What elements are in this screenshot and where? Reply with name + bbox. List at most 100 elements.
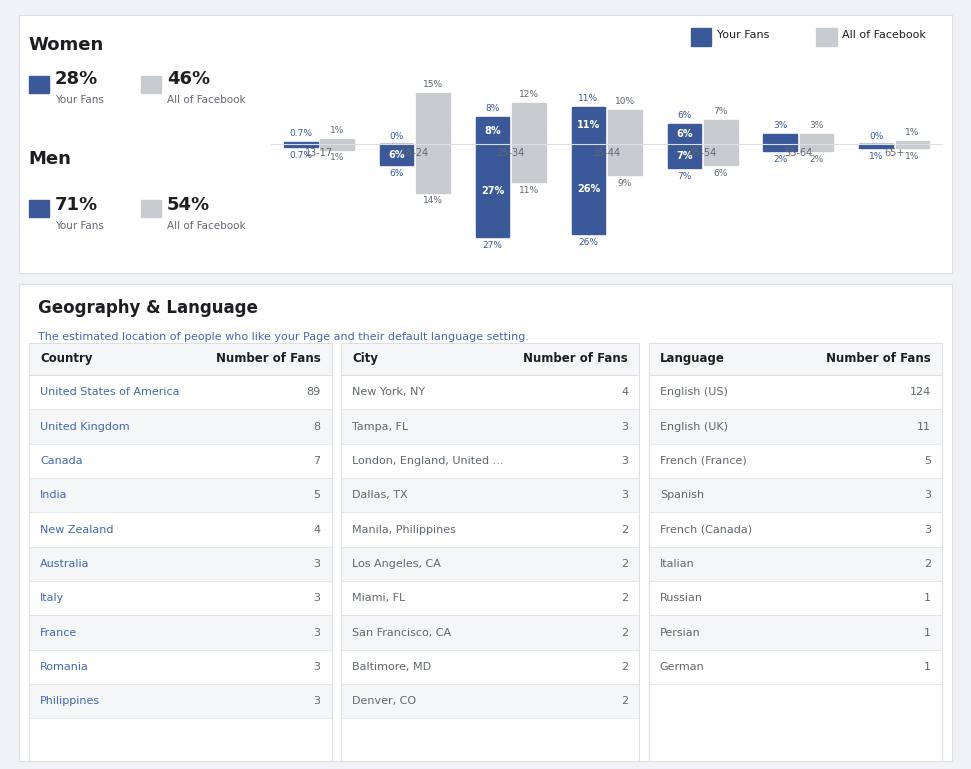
Bar: [29, 478, 332, 512]
Text: 5: 5: [314, 490, 320, 500]
Text: 54%: 54%: [167, 196, 210, 214]
Bar: [29, 444, 332, 478]
Text: 1%: 1%: [330, 154, 345, 162]
Text: 2%: 2%: [773, 155, 787, 164]
Text: 3: 3: [314, 662, 320, 672]
Text: Women: Women: [29, 36, 104, 54]
Text: 3%: 3%: [773, 122, 787, 130]
Text: 2: 2: [621, 559, 628, 569]
Text: Denver, CO: Denver, CO: [352, 696, 417, 706]
Text: 71%: 71%: [54, 196, 98, 214]
Text: 3: 3: [924, 524, 931, 534]
Text: 10%: 10%: [615, 97, 635, 106]
Text: 12%: 12%: [519, 90, 539, 99]
Text: New Zealand: New Zealand: [40, 524, 114, 534]
Text: 13-17: 13-17: [305, 148, 333, 158]
Text: 6%: 6%: [676, 129, 692, 139]
Text: 7%: 7%: [676, 151, 692, 161]
Bar: [896, 141, 929, 145]
Text: Italy: Italy: [40, 593, 64, 603]
Bar: [649, 444, 942, 478]
Bar: [29, 409, 332, 444]
Text: 1: 1: [924, 628, 931, 638]
Text: 45-54: 45-54: [688, 148, 717, 158]
Text: 124: 124: [910, 388, 931, 398]
Bar: [29, 615, 332, 650]
Bar: [763, 134, 797, 145]
Text: French (France): French (France): [660, 456, 747, 466]
Bar: [649, 343, 942, 375]
Text: Men: Men: [29, 149, 72, 168]
Text: 3: 3: [314, 593, 320, 603]
Bar: [29, 343, 332, 375]
Text: 25-34: 25-34: [497, 148, 525, 158]
Text: Philippines: Philippines: [40, 696, 100, 706]
Text: 1: 1: [924, 593, 931, 603]
Text: Geography & Language: Geography & Language: [38, 298, 258, 317]
Bar: [572, 107, 605, 145]
Bar: [141, 76, 161, 93]
Text: 46%: 46%: [167, 70, 210, 88]
Bar: [341, 684, 639, 718]
Text: 7%: 7%: [677, 172, 691, 181]
Bar: [608, 145, 642, 175]
Bar: [800, 134, 833, 145]
Bar: [29, 684, 332, 718]
Text: 2%: 2%: [810, 155, 823, 164]
Text: 0.7%: 0.7%: [289, 151, 313, 160]
Bar: [859, 145, 893, 148]
Text: 9%: 9%: [618, 179, 632, 188]
Text: Number of Fans: Number of Fans: [826, 352, 931, 365]
Bar: [690, 28, 711, 46]
Text: 27%: 27%: [481, 186, 504, 196]
Bar: [29, 76, 50, 93]
Text: 1%: 1%: [905, 128, 920, 137]
Bar: [341, 409, 639, 444]
Bar: [285, 145, 318, 147]
Text: 27%: 27%: [483, 241, 503, 250]
Text: 0%: 0%: [869, 131, 884, 141]
Bar: [896, 145, 929, 148]
Text: Tampa, FL: Tampa, FL: [352, 421, 409, 431]
Text: 2: 2: [621, 696, 628, 706]
Bar: [704, 120, 738, 145]
Text: City: City: [352, 352, 378, 365]
Text: 4: 4: [621, 388, 628, 398]
Bar: [763, 145, 797, 151]
Text: 3: 3: [621, 421, 628, 431]
Bar: [341, 581, 639, 615]
Text: Your Fans: Your Fans: [54, 95, 104, 105]
Text: German: German: [660, 662, 705, 672]
Bar: [341, 478, 639, 512]
Bar: [668, 145, 701, 168]
Text: Persian: Persian: [660, 628, 700, 638]
Text: The estimated location of people who like your Page and their default language s: The estimated location of people who lik…: [38, 332, 529, 342]
Text: Your Fans: Your Fans: [54, 221, 104, 231]
Bar: [649, 409, 942, 444]
Text: Australia: Australia: [40, 559, 89, 569]
Bar: [320, 139, 354, 145]
Text: 6%: 6%: [677, 111, 691, 120]
Bar: [649, 581, 942, 615]
Text: Canada: Canada: [40, 456, 83, 466]
Bar: [380, 145, 414, 165]
Text: All of Facebook: All of Facebook: [842, 30, 925, 40]
Bar: [417, 145, 450, 192]
Bar: [29, 512, 332, 547]
Text: 26%: 26%: [577, 184, 600, 194]
Text: 6%: 6%: [389, 169, 404, 178]
Text: 0%: 0%: [389, 131, 404, 141]
Bar: [341, 343, 639, 375]
Text: 18-24: 18-24: [401, 148, 429, 158]
Text: India: India: [40, 490, 67, 500]
Text: 2: 2: [924, 559, 931, 569]
Text: English (US): English (US): [660, 388, 727, 398]
Text: 3: 3: [314, 696, 320, 706]
Text: Your Fans: Your Fans: [717, 30, 769, 40]
Bar: [29, 650, 332, 684]
Text: 65+: 65+: [885, 148, 905, 158]
Text: 14%: 14%: [423, 196, 443, 205]
Bar: [649, 375, 942, 409]
Text: New York, NY: New York, NY: [352, 388, 425, 398]
Text: 1%: 1%: [869, 151, 884, 161]
